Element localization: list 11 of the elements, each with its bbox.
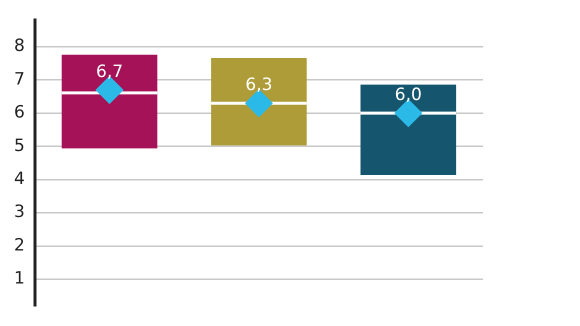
annotation: 6,7 xyxy=(96,62,124,82)
annotation: 6,3 xyxy=(245,75,272,96)
y-tick-label: 6 xyxy=(14,102,25,123)
annotation: 6,0 xyxy=(394,85,422,106)
y-tick-label: 8 xyxy=(14,36,25,56)
y-tick-label: 5 xyxy=(14,136,25,156)
y-tick-label: 2 xyxy=(14,235,25,256)
y-tick-label: 3 xyxy=(14,202,25,222)
y-tick-label: 4 xyxy=(14,169,25,190)
y-tick-label: 1 xyxy=(14,268,25,289)
y-tick-label: 7 xyxy=(14,69,25,90)
